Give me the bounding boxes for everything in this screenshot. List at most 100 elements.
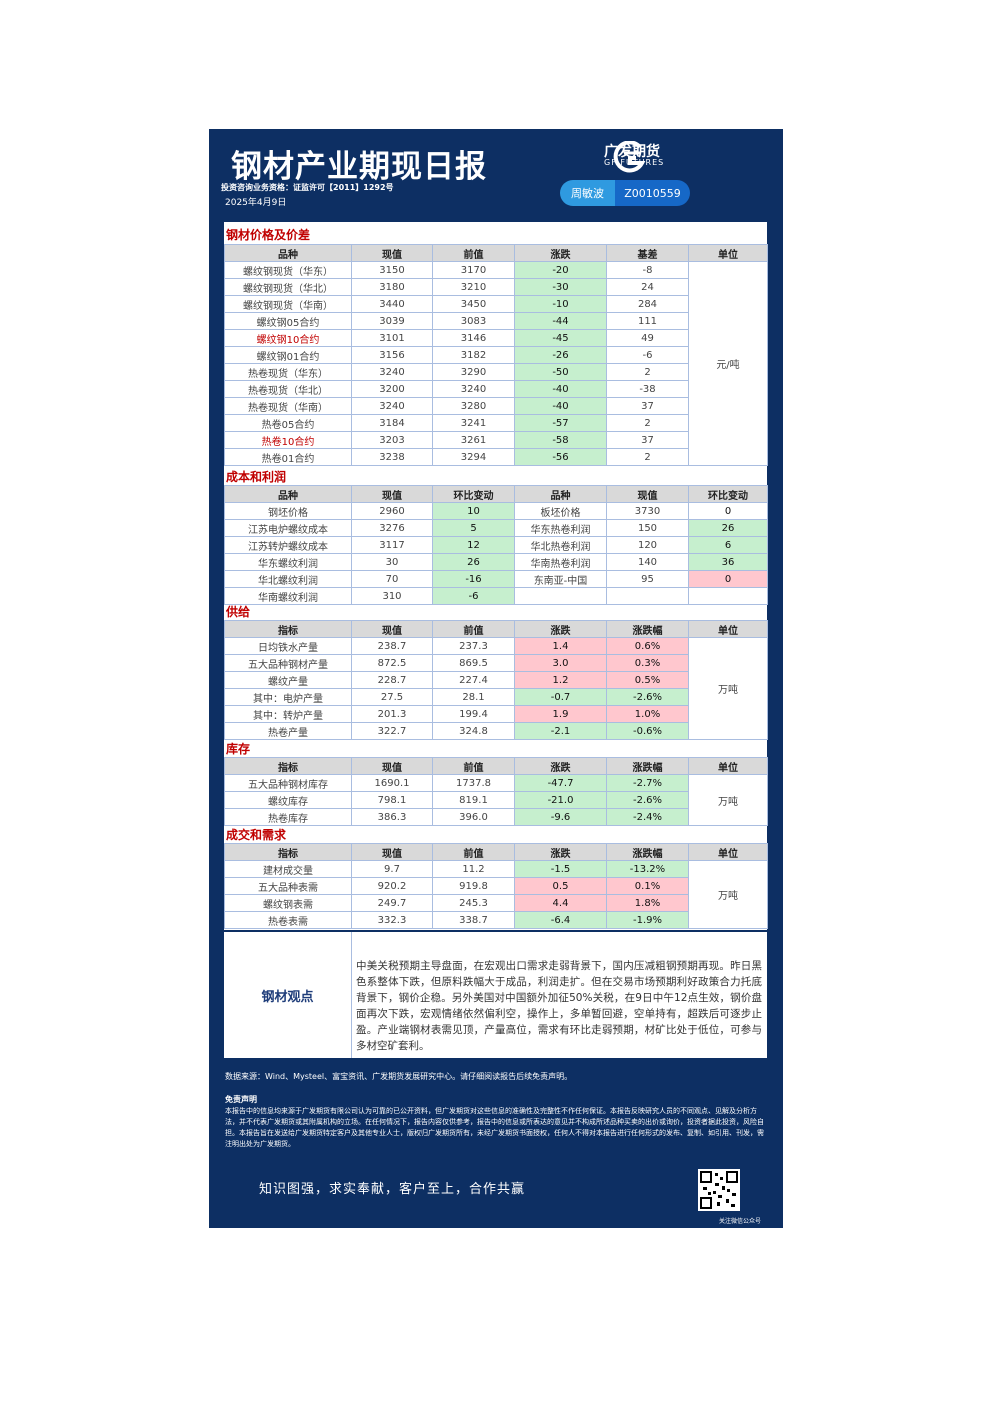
column-header: 基差 bbox=[606, 244, 689, 262]
table-row: 热卷10合约 3203 3261 -58 37 bbox=[224, 431, 768, 449]
column-header: 现值 bbox=[351, 757, 433, 775]
cell: 0.5 bbox=[514, 877, 607, 895]
cell: 0.3% bbox=[606, 654, 689, 672]
cell: 3440 bbox=[351, 295, 433, 313]
cell: 3730 bbox=[606, 502, 689, 520]
cell: 3241 bbox=[432, 414, 515, 432]
cell: 26 bbox=[688, 519, 768, 537]
section-title: 成交和需求 bbox=[226, 828, 287, 842]
column-header: 现值 bbox=[351, 620, 433, 638]
qualification: 投资咨询业务资格：证监许可【2011】1292号 bbox=[221, 183, 394, 192]
qr-finder bbox=[700, 1171, 712, 1183]
cell: -1.9% bbox=[606, 911, 689, 929]
cell: 70 bbox=[351, 570, 433, 588]
cell: 201.3 bbox=[351, 705, 433, 723]
table-row: 钢坯价格 2960 10 板坯价格 3730 0 bbox=[224, 502, 768, 520]
column-header: 环比变动 bbox=[688, 485, 768, 503]
logo-text: 广发期货 bbox=[604, 144, 660, 160]
table-row: 五大品种表需 920.2 919.8 0.5 0.1% bbox=[224, 877, 768, 895]
table-row: 日均铁水产量 238.7 237.3 1.4 0.6% 万吨 bbox=[224, 637, 768, 740]
cell: 0.5% bbox=[606, 671, 689, 689]
table-row: 螺纹产量 228.7 227.4 1.2 0.5% bbox=[224, 671, 768, 689]
cell: 3182 bbox=[432, 346, 515, 364]
cell: 3180 bbox=[351, 278, 433, 296]
qr-code bbox=[698, 1169, 740, 1211]
cell: 2960 bbox=[351, 502, 433, 520]
header-row: 指标 现值 前值 涨跌 涨跌幅 单位 bbox=[224, 620, 768, 638]
table-row: 热卷05合约 3184 3241 -57 2 bbox=[224, 414, 768, 432]
unit-cell: 万吨 bbox=[688, 637, 768, 740]
cell: -38 bbox=[606, 380, 689, 398]
row-label: 板坯价格 bbox=[514, 502, 607, 520]
column-header: 前值 bbox=[432, 757, 515, 775]
cell: 3101 bbox=[351, 329, 433, 347]
row-label: 建材成交量 bbox=[224, 860, 352, 878]
cell: 37 bbox=[606, 397, 689, 415]
cell: 227.4 bbox=[432, 671, 515, 689]
cell: -6.4 bbox=[514, 911, 607, 929]
column-header: 涨跌 bbox=[514, 757, 607, 775]
row-label: 螺纹钢现货（华南） bbox=[224, 295, 352, 313]
row-label: 螺纹库存 bbox=[224, 791, 352, 809]
table-row: 螺纹钢现货（华东） 3150 3170 -20 -8 元/吨 bbox=[224, 261, 768, 466]
row-label: 热卷库存 bbox=[224, 808, 352, 826]
cell: 1737.8 bbox=[432, 774, 515, 792]
cell: 238.7 bbox=[351, 637, 433, 655]
analyst-badge: 周敏波 Z0010559 bbox=[560, 180, 690, 206]
section-title: 库存 bbox=[226, 742, 251, 756]
analyst-name: 周敏波 bbox=[560, 180, 615, 206]
cell: 228.7 bbox=[351, 671, 433, 689]
table-row: 螺纹钢10合约 3101 3146 -45 49 bbox=[224, 329, 768, 347]
column-header: 现值 bbox=[351, 244, 433, 262]
cell: 819.1 bbox=[432, 791, 515, 809]
cell: 3290 bbox=[432, 363, 515, 381]
cell: 0.6% bbox=[606, 637, 689, 655]
cell: 3450 bbox=[432, 295, 515, 313]
cell: 3156 bbox=[351, 346, 433, 364]
cell: 11.2 bbox=[432, 860, 515, 878]
cell: 3280 bbox=[432, 397, 515, 415]
cell: 3083 bbox=[432, 312, 515, 330]
column-header: 环比变动 bbox=[432, 485, 515, 503]
table-row: 螺纹钢现货（华北） 3180 3210 -30 24 bbox=[224, 278, 768, 296]
row-label: 热卷10合约 bbox=[224, 431, 352, 449]
row-label: 螺纹钢05合约 bbox=[224, 312, 352, 330]
cell: 3170 bbox=[432, 261, 515, 279]
cell: 30 bbox=[351, 553, 433, 571]
row-label: 螺纹钢现货（华北） bbox=[224, 278, 352, 296]
cell: 919.8 bbox=[432, 877, 515, 895]
column-header: 涨跌幅 bbox=[606, 620, 689, 638]
column-header: 单位 bbox=[688, 244, 768, 262]
section-title: 成本和利润 bbox=[226, 470, 287, 484]
cell: 28.1 bbox=[432, 688, 515, 706]
disclaimer: 本报告中的信息均来源于广发期货有限公司认为可靠的已公开资料，但广发期货对这些信息… bbox=[225, 1107, 764, 1148]
table-row: 热卷表需 332.3 338.7 -6.4 -1.9% bbox=[224, 911, 768, 929]
cell: 3039 bbox=[351, 312, 433, 330]
section-title: 钢材价格及价差 bbox=[226, 228, 311, 242]
column-header: 品种 bbox=[514, 485, 607, 503]
table-row: 江苏电炉螺纹成本 3276 5 华东热卷利润 150 26 bbox=[224, 519, 768, 537]
cell: 111 bbox=[606, 312, 689, 330]
row-label: 热卷05合约 bbox=[224, 414, 352, 432]
cell: 1.9 bbox=[514, 705, 607, 723]
table-row: 热卷现货（华东） 3240 3290 -50 2 bbox=[224, 363, 768, 381]
row-label: 五大品种钢材库存 bbox=[224, 774, 352, 792]
cell: 322.7 bbox=[351, 722, 433, 740]
cell: -26 bbox=[514, 346, 607, 364]
row-label bbox=[514, 587, 607, 605]
cell: -56 bbox=[514, 448, 607, 466]
column-header: 现值 bbox=[606, 485, 689, 503]
view-text: 中美关税预期主导盘面，在宏观出口需求走弱背景下，国内压减粗钢预期再现。昨日黑色系… bbox=[356, 960, 762, 1052]
cell: 3240 bbox=[432, 380, 515, 398]
row-label: 螺纹钢10合约 bbox=[224, 329, 352, 347]
row-label: 江苏电炉螺纹成本 bbox=[224, 519, 352, 537]
cell: 3.0 bbox=[514, 654, 607, 672]
table-row: 螺纹库存 798.1 819.1 -21.0 -2.6% bbox=[224, 791, 768, 809]
header-row: 指标 现值 前值 涨跌 涨跌幅 单位 bbox=[224, 843, 768, 861]
cell: 3294 bbox=[432, 448, 515, 466]
cell: -47.7 bbox=[514, 774, 607, 792]
motto: 知识图强，求实奉献，客户至上，合作共赢 bbox=[259, 1182, 526, 1197]
inventory-table: 指标 现值 前值 涨跌 涨跌幅 单位 五大品种钢材库存 1690.1 1737.8 -47.7 -2… bbox=[224, 757, 768, 826]
row-label: 华南热卷利润 bbox=[514, 553, 607, 571]
